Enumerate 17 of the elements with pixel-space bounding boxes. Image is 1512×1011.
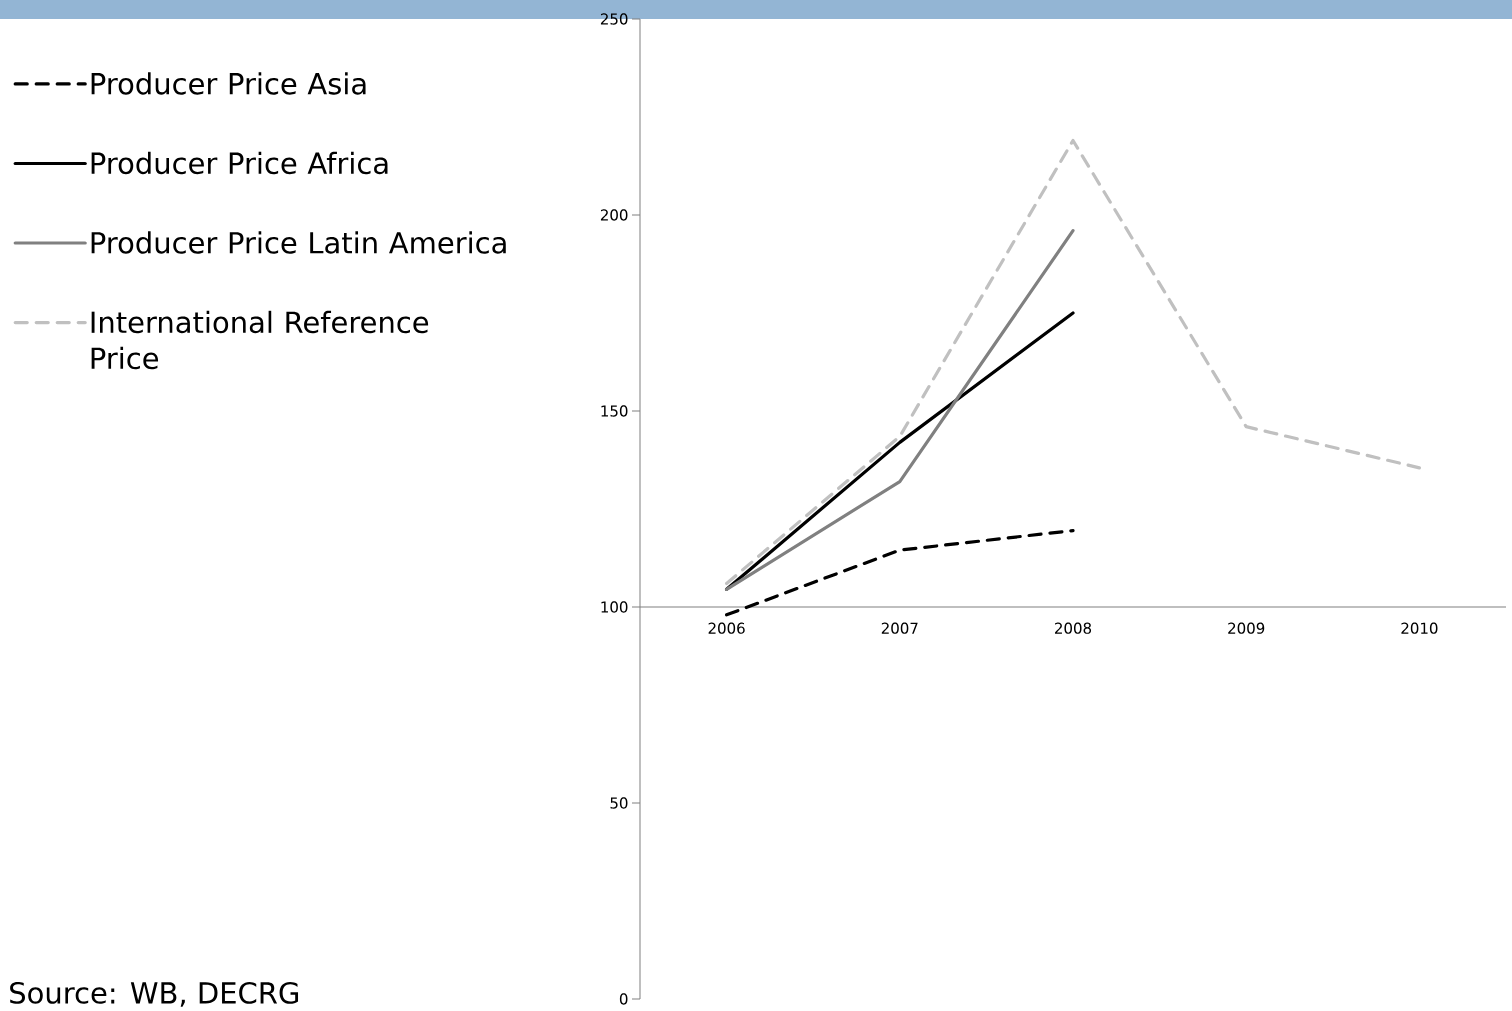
y-tick-label: 100 [601, 601, 628, 613]
y-tick-label: 50 [610, 797, 628, 809]
legend-label: Producer Price Asia [91, 72, 366, 95]
y-tick-label: 200 [600, 209, 628, 221]
y-tick-label: 250 [600, 13, 628, 25]
legend-label: Producer Price Latin America [91, 231, 506, 254]
source-note: Source: WB, DECRG [10, 981, 299, 1007]
y-tick-label: 150 [601, 405, 628, 417]
x-tick-label: 2008 [1055, 622, 1092, 634]
line-series [725, 138, 1421, 586]
x-tick-label: 2009 [1228, 622, 1265, 634]
x-tick-label: 2010 [1401, 622, 1438, 634]
y-tick-label: 0 [619, 993, 628, 1005]
legend-label: Producer Price Africa [91, 151, 388, 175]
legend-label: International Reference Price [91, 310, 429, 370]
x-tick-label: 2007 [881, 622, 918, 634]
x-tick-label: 2006 [708, 622, 745, 634]
